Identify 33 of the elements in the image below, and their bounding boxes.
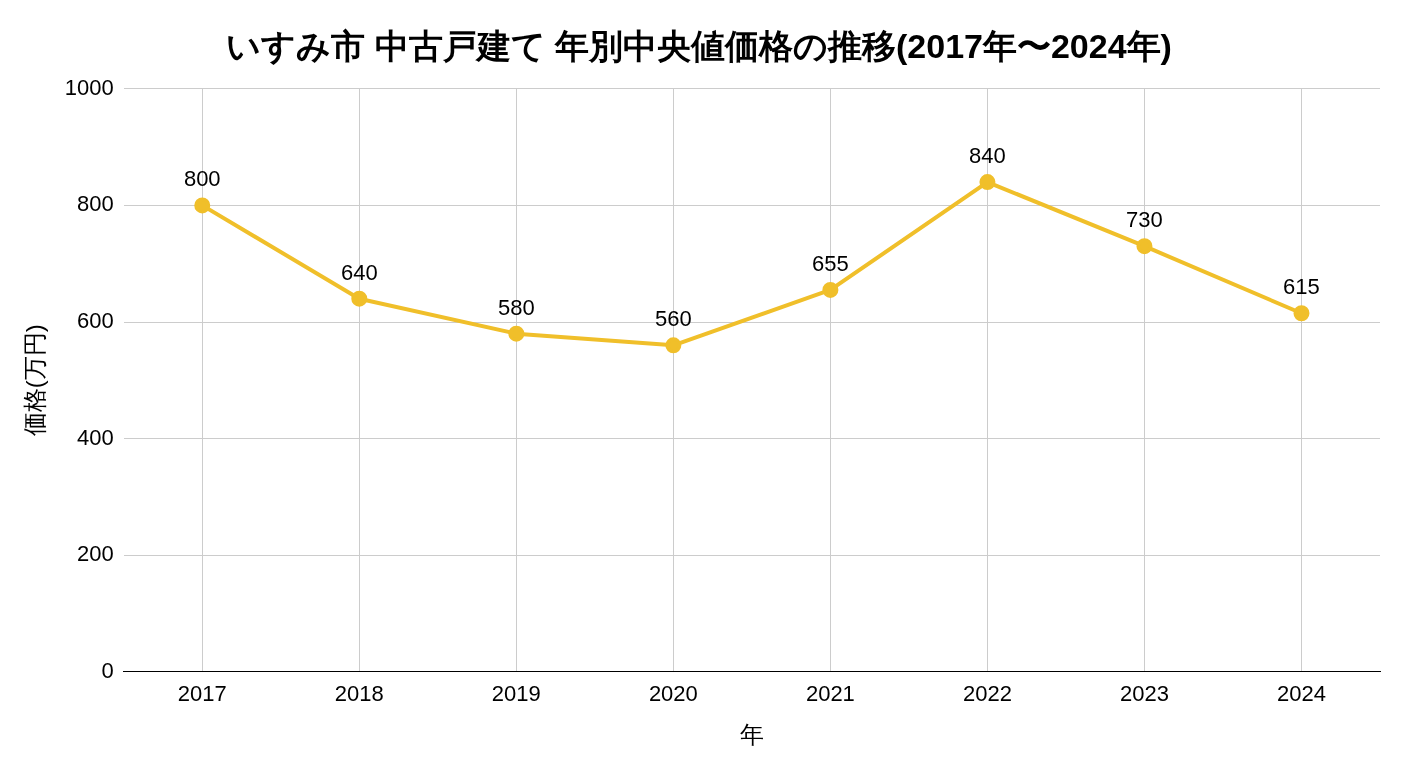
- x-tick-label: 2022: [962, 681, 1012, 707]
- data-label: 655: [812, 251, 849, 276]
- x-tick-label: 2018: [334, 681, 384, 707]
- point: [1136, 238, 1153, 255]
- x-axis-title: 年: [739, 721, 764, 749]
- x-tick-label: 2017: [177, 681, 227, 707]
- data-label: 840: [969, 143, 1006, 169]
- x-tick-label: 2019: [491, 681, 541, 707]
- x-tick-label: 2020: [648, 681, 698, 707]
- data-label: 560: [655, 306, 692, 332]
- point: [194, 197, 211, 214]
- x-tick-label: 2021: [805, 681, 855, 707]
- data-label: 640: [340, 259, 378, 285]
- y-tick-label: 0: [101, 657, 114, 683]
- chart-title: いすみ市 中古戸建て 年別中央値価格の推移(2017年〜2024年): [226, 26, 1172, 65]
- point: [665, 337, 682, 354]
- point: [351, 290, 368, 307]
- y-tick-label: 600: [77, 308, 114, 334]
- y-tick-label: 800: [77, 191, 114, 217]
- point: [1293, 305, 1310, 322]
- data-label: 615: [1283, 274, 1320, 300]
- data-label: 730: [1126, 207, 1163, 233]
- x-tick-label: 2024: [1277, 681, 1326, 707]
- y-tick-label: 400: [77, 424, 114, 450]
- point: [822, 281, 839, 298]
- y-axis-title: 価格(万円): [21, 324, 49, 437]
- point: [979, 174, 996, 191]
- y-tick-label: 200: [77, 541, 114, 567]
- point: [508, 325, 525, 342]
- x-tick-label: 2023: [1119, 681, 1169, 707]
- data-label: 800: [183, 166, 221, 192]
- data-label: 580: [497, 294, 535, 320]
- y-tick-label: 1000: [64, 74, 114, 100]
